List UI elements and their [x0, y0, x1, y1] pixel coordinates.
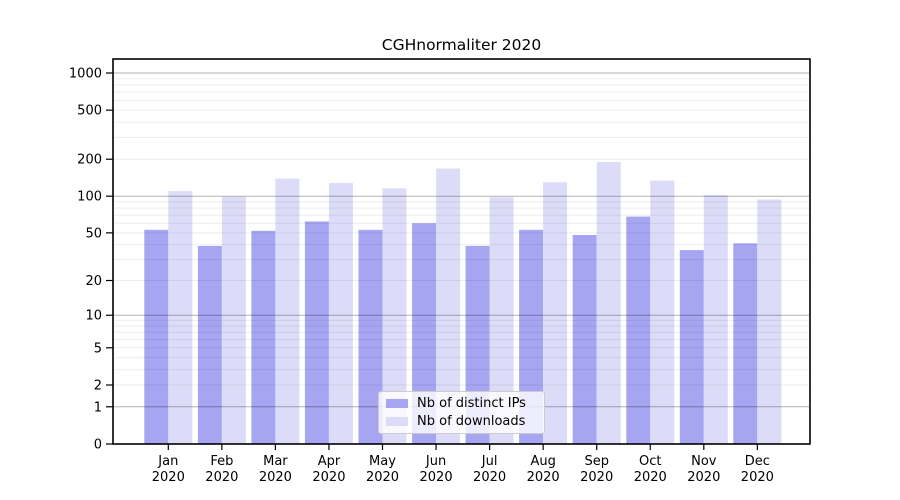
- bar-nb-of-downloads-feb: [221, 196, 246, 444]
- grid-layer: [114, 72, 809, 408]
- bar-nb-of-distinct-ips-jan: [144, 229, 169, 444]
- x-tick-label-year: 2020: [527, 470, 560, 485]
- y-tick-label: 50: [85, 226, 102, 241]
- x-tick-label-month: Jul: [481, 454, 498, 469]
- x-tick-label-year: 2020: [473, 470, 506, 485]
- bar-nb-of-downloads-aug: [543, 182, 568, 444]
- x-tick-label-year: 2020: [259, 470, 292, 485]
- x-tick-label-month: Jun: [425, 454, 446, 469]
- downloads-legend-label: Nb of downloads: [417, 413, 526, 429]
- legend: Nb of distinct IPs Nb of downloads: [378, 391, 545, 434]
- bar-nb-of-downloads-apr: [328, 183, 353, 444]
- x-tick-label-month: Jan: [157, 454, 178, 469]
- legend-item-downloads: Nb of downloads: [386, 414, 537, 429]
- y-tick-label: 2: [94, 379, 102, 394]
- y-tick-label: 1000: [69, 67, 102, 82]
- bar-nb-of-downloads-jul: [489, 197, 514, 444]
- x-tick-label-year: 2020: [687, 470, 720, 485]
- x-tick-label-year: 2020: [741, 470, 774, 485]
- y-tick-label: 10: [85, 309, 102, 324]
- legend-item-distinct-ips: Nb of distinct IPs: [386, 396, 537, 411]
- bar-nb-of-distinct-ips-dec: [733, 243, 758, 444]
- x-tick-label-month: Aug: [530, 454, 555, 469]
- x-tick-label-year: 2020: [580, 470, 613, 485]
- y-tick-label: 200: [77, 153, 102, 168]
- bar-nb-of-downloads-oct: [650, 180, 675, 444]
- x-tick-label-month: Mar: [263, 454, 288, 469]
- x-tick-label-year: 2020: [420, 470, 453, 485]
- y-tick-label: 100: [77, 190, 102, 205]
- x-tick-label-year: 2020: [205, 470, 238, 485]
- y-tick-label: 500: [77, 104, 102, 119]
- downloads-swatch: [386, 416, 408, 426]
- x-tick-label-month: Dec: [745, 454, 770, 469]
- y-tick-label: 20: [85, 274, 102, 289]
- bar-nb-of-downloads-mar: [275, 178, 300, 444]
- bar-nb-of-distinct-ips-sep: [572, 235, 597, 444]
- axis-layer: 01251020501002005001000Jan2020Feb2020Mar…: [69, 58, 811, 485]
- y-tick-label: 0: [94, 438, 102, 453]
- bar-nb-of-downloads-jan: [168, 191, 193, 444]
- distinct-ips-swatch: [386, 399, 408, 409]
- bar-nb-of-downloads-dec: [757, 199, 782, 444]
- x-tick-label-year: 2020: [634, 470, 667, 485]
- bar-nb-of-downloads-sep: [596, 162, 621, 444]
- distinct-ips-legend-label: Nb of distinct IPs: [417, 396, 526, 412]
- x-tick-label-year: 2020: [152, 470, 185, 485]
- bar-nb-of-distinct-ips-feb: [197, 245, 222, 444]
- x-tick-label-month: Feb: [210, 454, 233, 469]
- bars-layer: [144, 162, 782, 444]
- chart-title: CGHnormaliter 2020: [381, 36, 542, 54]
- bar-nb-of-distinct-ips-oct: [626, 216, 651, 444]
- bar-nb-of-distinct-ips-apr: [304, 221, 329, 444]
- x-tick-label-year: 2020: [312, 470, 345, 485]
- bar-nb-of-distinct-ips-nov: [679, 250, 704, 444]
- bar-nb-of-downloads-nov: [703, 195, 728, 444]
- y-tick-label: 5: [94, 341, 102, 356]
- x-tick-label-month: Oct: [639, 454, 661, 469]
- x-tick-label-month: Nov: [691, 454, 717, 469]
- x-tick-label-year: 2020: [366, 470, 399, 485]
- plot-frame: [112, 58, 811, 445]
- x-tick-label-month: Sep: [584, 454, 609, 469]
- y-tick-label: 1: [94, 400, 102, 415]
- x-tick-label-month: May: [369, 454, 396, 469]
- x-tick-label-month: Apr: [318, 454, 341, 469]
- bar-nb-of-distinct-ips-mar: [251, 230, 276, 444]
